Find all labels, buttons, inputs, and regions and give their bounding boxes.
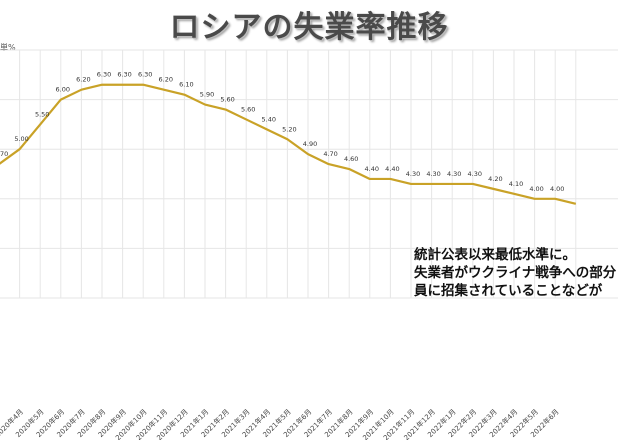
data-label: 6.30 [138,71,152,79]
data-label: 4.40 [365,165,379,173]
data-label: 4.30 [426,170,440,178]
data-label: 6.30 [117,71,131,79]
data-label: 5.50 [35,110,49,118]
data-label: 4.30 [447,170,461,178]
data-label: 5.00 [14,135,28,143]
data-label: 4.00 [550,185,564,193]
data-label: 6.10 [179,81,193,89]
annotation-line-1: 統計公表以来最低水準に。 [414,247,576,263]
x-axis-ticks: 2020年4月2020年5月2020年6月2020年7月2020年8月2020年… [0,407,561,440]
data-label: 4.10 [509,180,523,188]
data-label: 4.70 [323,150,337,158]
data-label: 4.70 [0,150,8,158]
data-label: 5.60 [220,96,234,104]
data-label: 6.20 [159,76,173,84]
chart-title: ロシアの失業率推移 [169,10,449,45]
data-label: 4.20 [488,175,502,183]
data-label: 6.00 [56,86,70,94]
data-label: 5.40 [262,115,276,123]
data-label: 6.30 [97,71,111,79]
data-label: 4.30 [406,170,420,178]
data-label: 6.20 [76,76,90,84]
data-label: 4.60 [344,155,358,163]
annotation-line-3: 員に招集されていることなどが [414,283,603,299]
data-label: 5.90 [200,91,214,99]
grid-lines [0,49,618,299]
data-label: 5.20 [282,125,296,133]
data-label: 4.40 [385,165,399,173]
series-line [0,83,577,205]
series-line-layer [0,83,577,205]
data-labels: 4.70 5.00 5.50 6.00 6.20 6.30 6.30 6.30 6.20 6.10… [0,71,564,193]
annotation-line-2: 失業者がウクライナ戦争への部分 [414,265,617,281]
data-label: 5.60 [241,105,255,113]
unit-label: 単% [0,43,16,52]
data-label: 4.90 [303,140,317,148]
data-label: 4.00 [529,185,543,193]
data-label: 4.30 [468,170,482,178]
annotation-box: 統計公表以来最低水準に。 失業者がウクライナ戦争への部分 員に招集されていること… [414,246,616,300]
